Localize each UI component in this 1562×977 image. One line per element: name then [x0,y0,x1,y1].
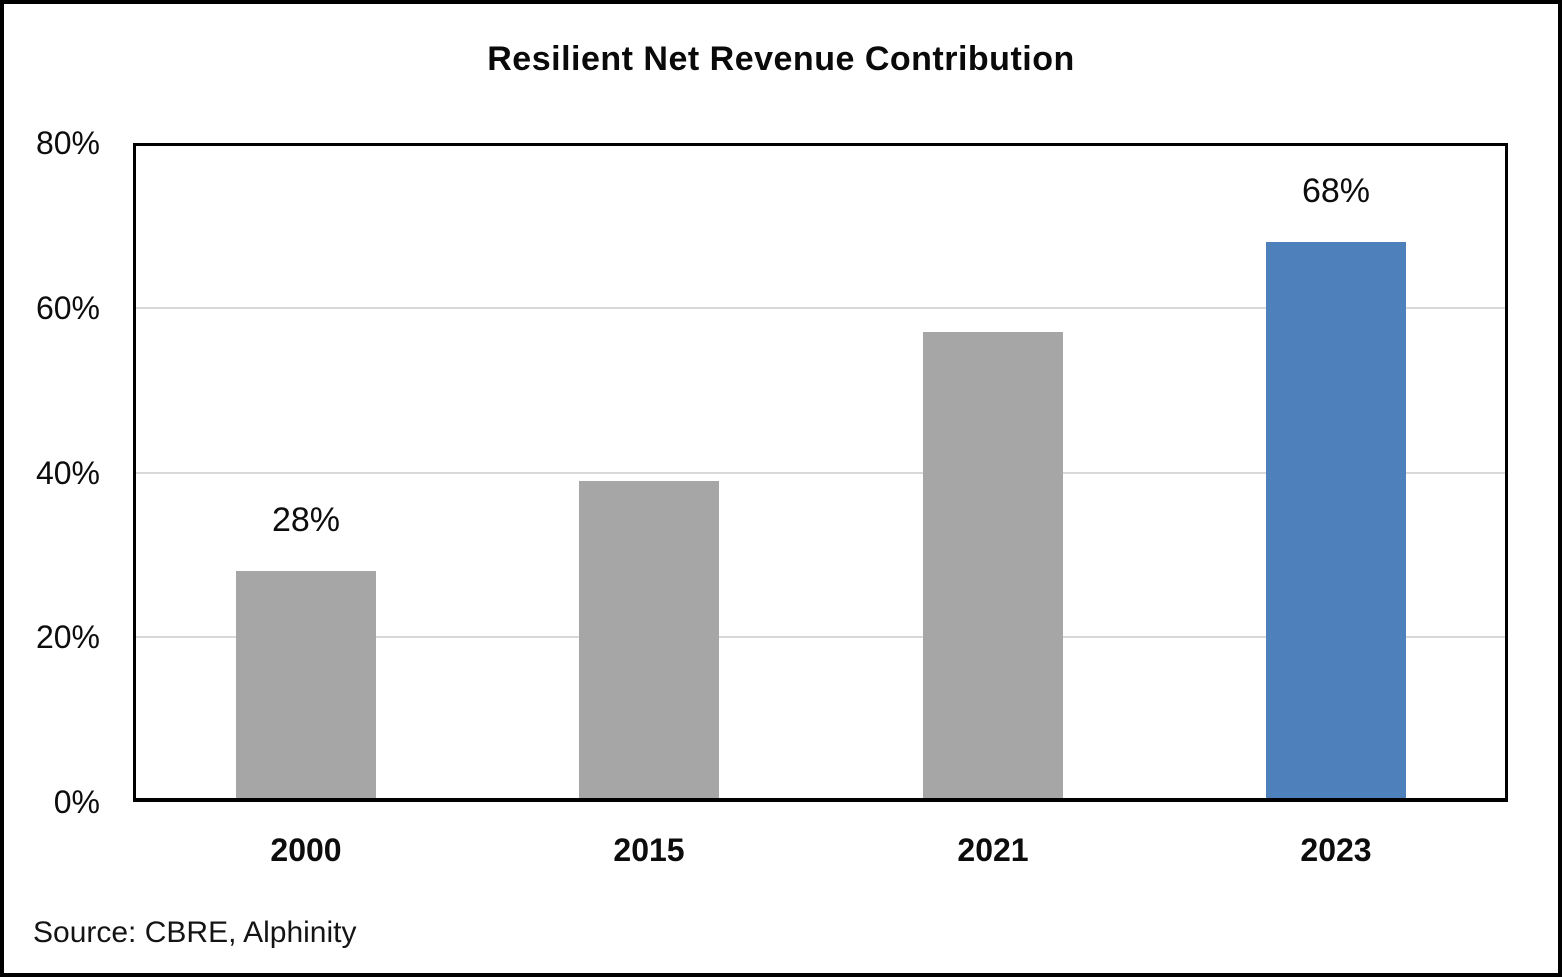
y-tick-label-80: 80% [35,125,100,161]
chart-title: Resilient Net Revenue Contribution [487,40,1075,78]
y-tick-label-0: 0% [53,784,100,820]
y-tick-label-40: 40% [35,454,100,491]
x-axis-label-2023: 2023 [1300,832,1372,868]
bar-2000 [236,571,376,802]
data-label-2023: 68% [1301,172,1371,210]
gridline-40 [133,471,1508,474]
x-axis-label-2021: 2021 [957,832,1029,868]
bar-2015 [579,481,719,802]
gridline-60 [133,306,1508,309]
y-tick-label-20: 20% [35,619,100,656]
y-tick-label-60: 60% [35,289,100,326]
x-axis-label-2000: 2000 [270,832,342,868]
gridline-20 [133,636,1508,639]
plot-area: 28% 68% [133,143,1508,802]
x-axis-label-2015: 2015 [613,832,685,868]
bar-2021 [923,332,1063,802]
bar-2023 [1266,242,1406,802]
data-label-2000: 28% [271,501,341,539]
source-note: Source: CBRE, Alphinity [33,916,357,949]
